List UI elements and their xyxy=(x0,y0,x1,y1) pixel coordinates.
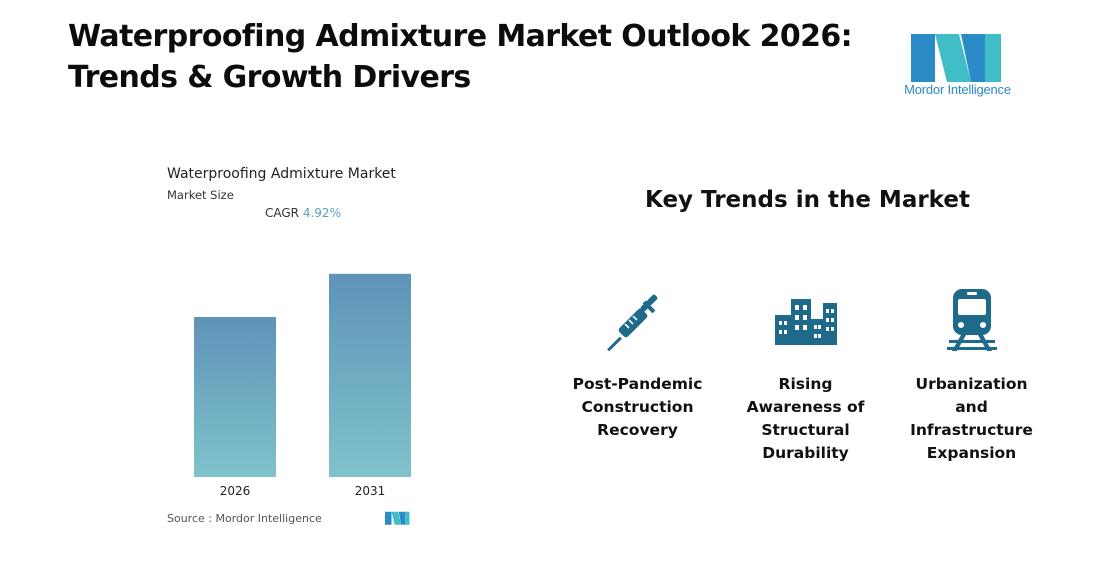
chart-source: Source : Mordor Intelligence xyxy=(167,512,322,525)
trend-item-structural-durability: Rising Awareness of Structural Durabilit… xyxy=(733,285,878,465)
brand-logo: Mordor Intelligence xyxy=(900,30,1015,100)
trend-3-line-3: Infrastructure xyxy=(910,421,1033,439)
x-tick-label-2031: 2031 xyxy=(355,484,386,498)
cagr-text: CAGR xyxy=(265,206,300,220)
trend-item-urbanization: Urbanization and Infrastructure Expansio… xyxy=(899,285,1044,465)
page-title-line-2: Trends & Growth Drivers xyxy=(68,60,471,95)
trend-1-line-3: Recovery xyxy=(597,421,678,439)
trend-label-3: Urbanization and Infrastructure Expansio… xyxy=(899,373,1044,465)
bar-2031 xyxy=(329,273,411,477)
brand-logo-text: Mordor Intelligence xyxy=(904,82,1011,97)
trend-2-line-3: Structural xyxy=(761,421,850,439)
buildings-icon xyxy=(774,299,837,345)
trend-item-post-pandemic: Post-Pandemic Construction Recovery xyxy=(565,285,710,442)
trend-label-1: Post-Pandemic Construction Recovery xyxy=(565,373,710,442)
trend-3-line-1: Urbanization xyxy=(915,375,1028,393)
source-logo-icon xyxy=(385,511,410,525)
trend-2-line-4: Durability xyxy=(762,444,849,462)
market-size-bar-chart: 2026 2031 xyxy=(194,273,411,498)
trend-3-line-4: Expansion xyxy=(926,444,1017,462)
chart-title: Waterproofing Admixture Market xyxy=(167,166,396,182)
x-tick-label-2026: 2026 xyxy=(220,484,251,498)
key-trends-title: Key Trends in the Market xyxy=(645,187,970,213)
page-title: Waterproofing Admixture Market Outlook 2… xyxy=(68,16,868,98)
chart-subtitle: Market Size xyxy=(167,188,234,202)
trend-1-line-1: Post-Pandemic xyxy=(572,375,703,393)
trend-2-line-1: Rising xyxy=(778,375,833,393)
trend-1-line-2: Construction xyxy=(581,398,694,416)
mordor-logo-mark-icon xyxy=(911,34,1001,82)
trend-label-2: Rising Awareness of Structural Durabilit… xyxy=(733,373,878,465)
cagr-value: 4.92% xyxy=(302,206,341,220)
cagr-label: CAGR 4.92% xyxy=(265,206,341,220)
source-label: Source : xyxy=(167,512,212,525)
syringe-icon xyxy=(606,294,657,352)
trend-3-line-2: and xyxy=(955,398,988,416)
trend-2-line-2: Awareness of xyxy=(746,398,865,416)
source-value: Mordor Intelligence xyxy=(215,512,322,525)
train-icon xyxy=(946,289,997,351)
page-title-line-1: Waterproofing Admixture Market Outlook 2… xyxy=(68,19,853,54)
bar-2026 xyxy=(194,317,276,477)
